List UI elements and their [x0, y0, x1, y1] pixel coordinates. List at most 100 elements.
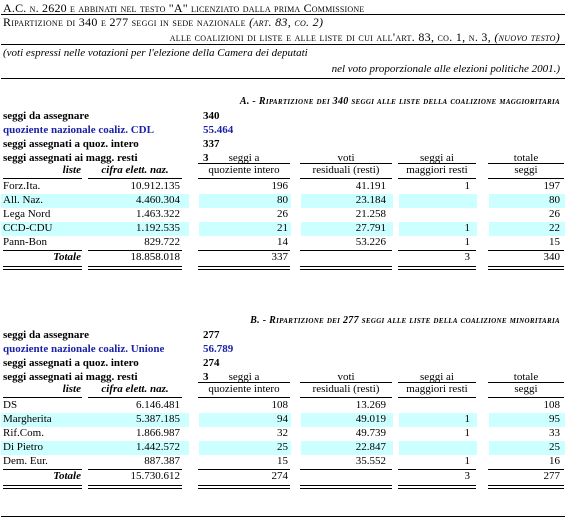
header-underline: [88, 178, 182, 179]
row-quoziente: 21: [277, 222, 288, 234]
rows-underline: [3, 469, 82, 470]
row-cifra: 6.146.481: [136, 399, 180, 411]
row-maggiori: 1: [464, 180, 471, 192]
row-resti: 13.269: [355, 399, 386, 411]
rows-underline: [398, 469, 476, 470]
column-header-line: voti: [337, 371, 355, 383]
total-label: Totale: [53, 470, 81, 482]
column-header-line: seggi: [514, 164, 538, 176]
column-header-cifra: cifra elett. naz.: [101, 164, 169, 176]
total-double-rule: [3, 485, 82, 489]
row-name: Forz.Ita.: [3, 180, 41, 192]
row-resti: 53.226: [355, 236, 386, 248]
row-quoziente: 32: [277, 427, 288, 439]
row-name: Lega Nord: [3, 208, 51, 220]
column-header-line: seggi ai: [420, 371, 454, 383]
rows-underline: [198, 469, 290, 470]
header-underline: [300, 397, 392, 398]
column-header-line: quoziente intero: [208, 383, 280, 395]
rows-underline: [488, 250, 564, 251]
header-line-2-ref: (art. 83, co. 2): [249, 15, 324, 29]
column-header-quoziente: seggi a quoziente intero: [198, 371, 290, 395]
row-quoziente: 80: [277, 194, 288, 206]
row-cifra: 1.463.322: [136, 208, 180, 220]
column-header-line: maggiori resti: [406, 383, 468, 395]
row-maggiori: 1: [464, 455, 471, 467]
row-quoziente: 14: [277, 236, 288, 248]
divider: [1, 14, 565, 15]
divider: [1, 44, 565, 45]
total-double-rule: [488, 485, 564, 489]
row-quoziente: 196: [271, 180, 289, 192]
row-shading: [1, 194, 565, 208]
row-totale: 26: [549, 208, 560, 220]
row-cifra: 829.722: [144, 236, 180, 248]
total-double-rule: [3, 266, 82, 270]
row-name: All. Naz.: [3, 194, 44, 206]
column-header-totale: totale seggi: [488, 371, 564, 395]
rows-underline: [300, 250, 392, 251]
total-maggiori: 3: [464, 251, 471, 263]
column-rule: [488, 163, 564, 164]
column-header-resti: voti residuali (resti): [300, 371, 392, 395]
row-totale: 25: [549, 441, 560, 453]
total-cifra: 18.858.018: [130, 251, 181, 263]
total-double-rule: [198, 485, 290, 489]
row-name: Di Pietro: [3, 441, 44, 453]
stat-value: 55.464: [203, 124, 234, 136]
header-line-3-text: alle coalizioni di liste e alle liste di…: [169, 30, 492, 44]
row-maggiori: 1: [464, 413, 471, 425]
column-header-line: maggiori resti: [406, 164, 468, 176]
total-quoziente: 337: [271, 251, 289, 263]
row-maggiori: 1: [464, 236, 471, 248]
row-cifra: 1.192.535: [136, 222, 180, 234]
row-quoziente: 15: [277, 455, 288, 467]
row-totale: 108: [543, 399, 561, 411]
note-line-2: nel voto proporzionale alle elezioni pol…: [331, 63, 560, 75]
total-totale: 277: [543, 470, 561, 482]
header-underline: [198, 178, 290, 179]
stat-label: seggi assegnati ai magg. resti: [3, 152, 138, 164]
header-underline: [3, 397, 82, 398]
row-totale: 16: [549, 455, 560, 467]
section-title: B. - Ripartizione dei 277 seggi alle lis…: [250, 315, 560, 326]
stat-label: seggi da assegnare: [3, 329, 89, 341]
column-header-resti: voti residuali (resti): [300, 152, 392, 176]
stat-label: seggi assegnati ai magg. resti: [3, 371, 138, 383]
total-quoziente: 274: [271, 470, 289, 482]
column-rule: [198, 382, 290, 383]
stat-label: seggi assegnati a quoz. intero: [3, 357, 139, 369]
rows-underline: [398, 250, 476, 251]
row-totale: 95: [549, 413, 560, 425]
stat-label: seggi da assegnare: [3, 110, 89, 122]
note-line-1: (voti espressi nelle votazioni per l'ele…: [3, 47, 308, 59]
header-underline: [488, 178, 564, 179]
column-rule: [198, 163, 290, 164]
header-underline: [198, 397, 290, 398]
row-resti: 22.847: [355, 441, 386, 453]
header-underline: [398, 397, 476, 398]
divider: [1, 78, 565, 79]
row-cifra: 5.387.185: [136, 413, 180, 425]
column-header-line: residuali (resti): [312, 164, 380, 176]
row-cifra: 887.387: [144, 455, 180, 467]
row-shading: [1, 413, 565, 427]
header-line-1: A.C. n. 2620 e abbinati nel testo "A" li…: [3, 1, 365, 15]
row-resti: 27.791: [355, 222, 386, 234]
column-header-liste: liste: [62, 383, 81, 395]
column-header-line: seggi a: [228, 152, 260, 164]
stat-label: quoziente nazionale coaliz. Unione: [3, 343, 165, 355]
total-maggiori: 3: [464, 470, 471, 482]
column-header-totale: totale seggi: [488, 152, 564, 176]
column-header-cifra: cifra elett. naz.: [101, 383, 169, 395]
total-double-rule: [398, 485, 476, 489]
column-header-maggiori: seggi ai maggiori resti: [398, 371, 476, 395]
row-cifra: 1.442.572: [136, 441, 180, 453]
stat-value: 274: [203, 357, 220, 369]
total-double-rule: [300, 485, 392, 489]
total-totale: 340: [543, 251, 561, 263]
row-resti: 23.184: [355, 194, 386, 206]
total-double-rule: [300, 266, 392, 270]
row-resti: 21.258: [355, 208, 386, 220]
section-title: A. - Ripartizione dei 340 seggi alle lis…: [239, 96, 560, 107]
